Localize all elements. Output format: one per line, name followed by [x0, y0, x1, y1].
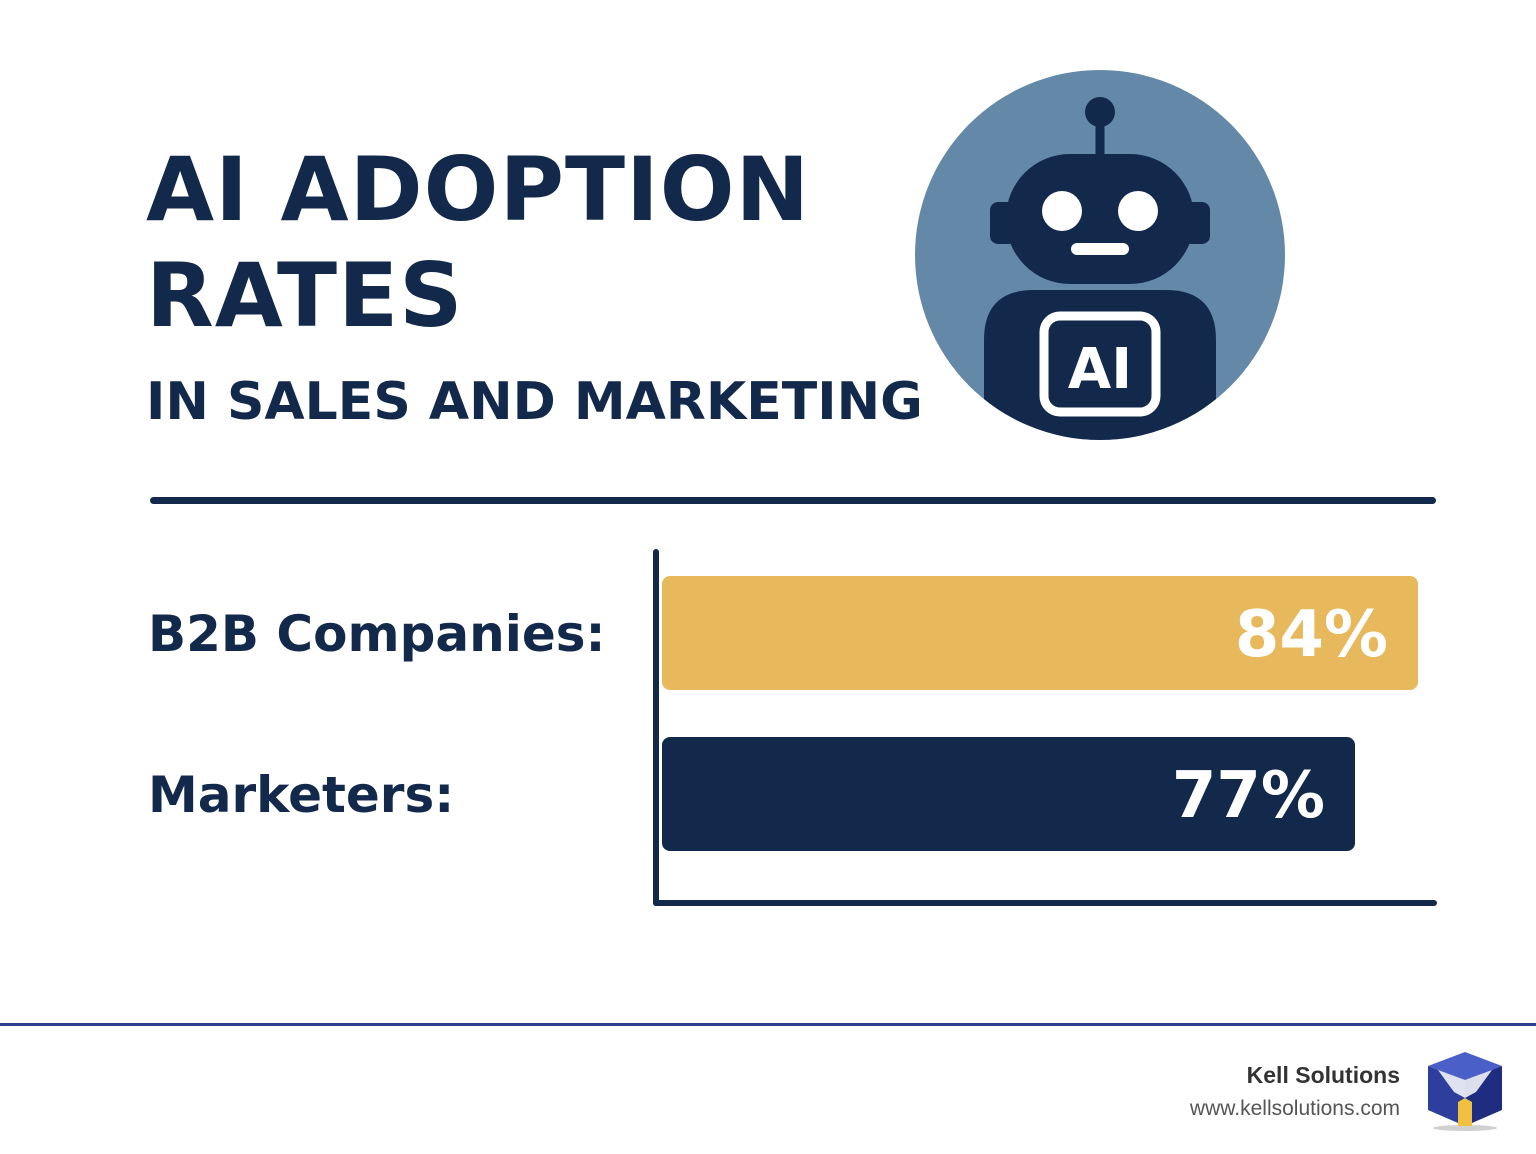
page-title-line-1: AI ADOPTION	[146, 138, 811, 241]
section-divider	[150, 497, 1436, 504]
ai-badge	[1039, 311, 1161, 417]
category-label-1: B2B Companies:	[148, 605, 606, 663]
value-label-2: 77%	[1172, 759, 1325, 833]
robot-icon: AI	[915, 70, 1285, 440]
value-label-1: 84%	[1235, 598, 1388, 672]
brand-url[interactable]: www.kellsolutions.com	[1189, 1097, 1400, 1120]
bar-2	[662, 737, 1355, 851]
footer-divider	[0, 1023, 1536, 1026]
page-title-line-2: RATES	[146, 244, 464, 347]
brand-name: Kell Solutions	[1246, 1062, 1400, 1088]
ai-badge-text: AI	[1068, 337, 1132, 402]
page-subtitle: IN SALES AND MARKETING	[146, 372, 923, 432]
category-label-2: Marketers:	[148, 766, 454, 824]
cube-logo-icon	[1428, 1052, 1502, 1131]
bar-1	[662, 576, 1418, 690]
